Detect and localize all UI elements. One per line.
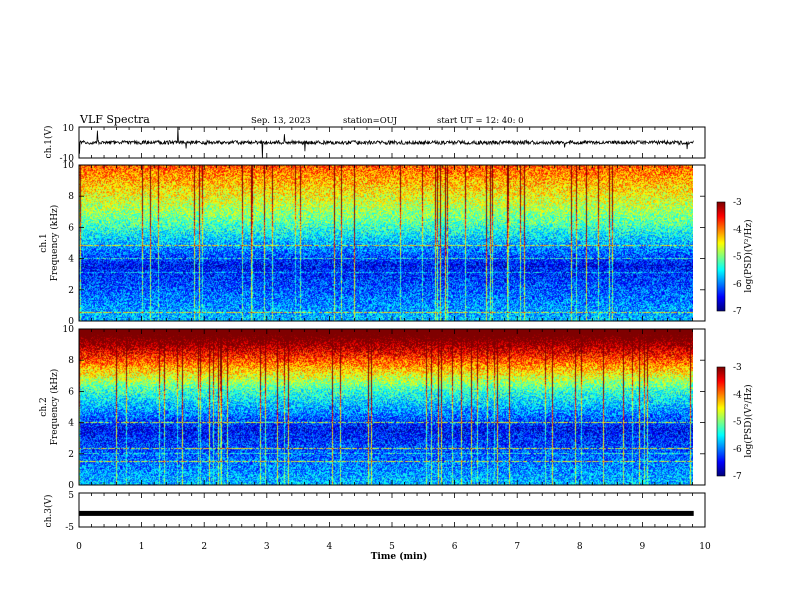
colorbar-tick-label: -5 [733,418,742,428]
ch2-spec-xticks [78,329,706,485]
y-tick-label: 0 [68,317,74,327]
date-label: Sep. 13, 2023 [251,116,311,126]
ch1-spec-ylabel: ch.1 [39,233,49,252]
ch1-colorbar: -3 -4 -5 -6 -7 log(PSD)(V²/Hz) [716,198,754,317]
ch1-ylabel: ch.1(V) [43,126,54,159]
ch2-spec-yticks: 0 2 4 6 8 10 [63,325,705,491]
ch1-colorbar-ticks: -3 -4 -5 -6 -7 [733,198,742,317]
colorbar-tick-label: -3 [733,198,742,208]
ch1-spectrogram-panel: 0 2 4 6 8 10 ch.1 Frequency (kHz) [39,161,706,327]
ch3-ytick-bottom: -5 [65,523,74,533]
ch1-colorbar-label: log(PSD)(V²/Hz) [743,219,754,292]
colorbar-tick-label: -4 [733,390,742,400]
ch1-spec-ylabel-freq: Frequency (kHz) [49,205,60,282]
y-tick-label: 8 [68,192,74,202]
figure-title: VLF Spectra [79,113,150,126]
x-tick-label: 9 [640,542,646,552]
colorbar-tick-label: -5 [733,253,742,263]
y-tick-label: 2 [68,286,74,296]
x-tick-label: 2 [201,542,207,552]
ch2-colorbar-ticks: -3 -4 -5 -6 -7 [733,363,742,482]
ch2-spectrogram-panel: 0 2 4 6 8 10 ch.2 Frequency (kHz) [39,325,706,491]
ch1-ytick-top: 10 [63,124,75,134]
colorbar-tick-label: -7 [733,472,742,482]
x-tick-label: 5 [389,542,395,552]
colorbar-tick-label: -3 [733,363,742,373]
ch1-spec-xticks [78,165,706,321]
ch1-colorbar-frame [716,201,726,312]
x-tick-label: 6 [452,542,458,552]
colorbar-tick-label: -7 [733,307,742,317]
y-tick-label: 6 [68,387,74,397]
y-tick-label: 4 [68,419,74,429]
x-tick-label: 3 [264,542,270,552]
x-tick-label: 7 [514,542,520,552]
y-tick-label: 4 [68,255,74,265]
ch1-spectrogram-image [79,165,693,321]
x-axis-label: Time (min) [371,551,428,562]
ch3-waveform-panel: 5 -5 ch.3(V) [43,491,706,533]
ch2-colorbar-frame [716,366,726,477]
x-tick-label: 4 [327,542,333,552]
ch2-colorbar-image [717,367,725,476]
x-tick-label: 0 [76,542,82,552]
ch1-waveform-line [78,126,694,159]
x-tick-label: 10 [699,542,711,552]
colorbar-tick-label: -4 [733,225,742,235]
start-time-label: start UT = 12: 40: 0 [437,116,524,126]
ch2-spec-ylabel-freq: Frequency (kHz) [49,369,60,446]
ch1-colorbar-image [717,202,725,311]
y-tick-label: 8 [68,356,74,366]
y-tick-label: 10 [63,325,75,335]
ch3-ytick-top: 5 [68,491,74,501]
x-tick-label: 1 [139,542,145,552]
ch3-ylabel: ch.3(V) [43,495,54,528]
ch3-frame [78,492,706,528]
ch1-spec-yticks: 0 2 4 6 8 10 [63,161,705,327]
y-tick-label: 2 [68,450,74,460]
ch2-spec-ylabel: ch.2 [39,397,49,416]
ch3-waveform-line [79,510,694,516]
ch2-colorbar-label: log(PSD)(V²/Hz) [743,384,754,457]
colorbar-tick-label: -6 [733,280,742,290]
ch2-colorbar: -3 -4 -5 -6 -7 log(PSD)(V²/Hz) [716,363,754,482]
y-tick-label: 0 [68,481,74,491]
x-tick-label: 8 [577,542,583,552]
ch2-spectrogram-image [79,329,693,485]
ch1-ytick-bottom: -10 [60,154,75,164]
ch1-xticks [78,127,706,158]
station-label: station=OUJ [343,116,398,126]
colorbar-tick-label: -6 [733,445,742,455]
ch1-waveform-panel: 10 -10 ch.1(V) [43,124,706,164]
y-tick-label: 6 [68,223,74,233]
x-tick-labels: 0 1 2 3 4 5 6 7 8 9 10 [76,542,711,552]
ch3-xticks [78,493,706,527]
y-tick-label: 10 [63,161,75,171]
